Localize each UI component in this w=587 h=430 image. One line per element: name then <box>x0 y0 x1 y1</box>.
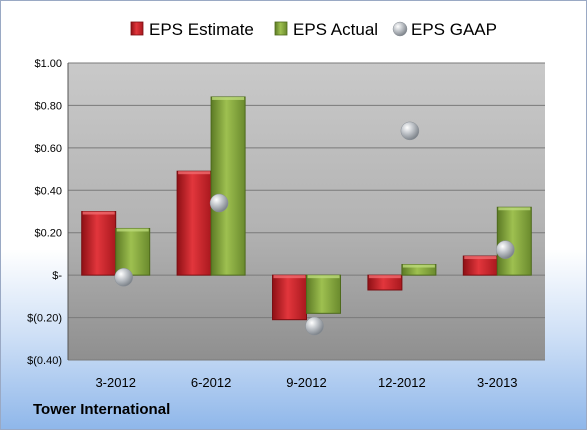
eps-estimate-bar-cap <box>368 275 401 279</box>
x-category-label: 3-2012 <box>95 375 135 390</box>
y-tick-label: $(0.40) <box>27 355 62 367</box>
eps-actual-bar-cap <box>498 207 531 211</box>
y-tick-label: $1.00 <box>34 58 62 70</box>
eps-estimate-bar <box>81 211 117 276</box>
eps-actual-bar <box>210 96 246 276</box>
x-category-label: 3-2013 <box>477 375 517 390</box>
legend-gaap-swatch <box>392 21 408 37</box>
eps-estimate-bar <box>176 170 212 276</box>
y-axis: $1.00 $0.80 $0.60 $0.40 $0.20 $- $(0.20) $(0.40… <box>27 58 69 367</box>
eps-actual-bar-cap <box>212 96 245 100</box>
eps-actual-bar-cap <box>116 228 149 232</box>
y-tick-label: $- <box>52 270 62 282</box>
eps-gaap-point <box>209 193 229 213</box>
x-category-label: 6-2012 <box>191 375 231 390</box>
eps-estimate-bar-cap <box>178 171 211 175</box>
eps-gaap-point <box>114 268 133 287</box>
legend-label: EPS Estimate <box>149 20 254 39</box>
legend-estimate-swatch <box>130 21 144 36</box>
company-name: Tower International <box>33 401 171 418</box>
legend-label: EPS Actual <box>293 20 378 39</box>
y-tick-label: $0.40 <box>34 185 62 197</box>
legend-actual-swatch <box>274 21 288 36</box>
y-tick-label: $0.20 <box>34 228 62 240</box>
eps-estimate-bar-cap <box>273 275 306 279</box>
legend: EPS Estimate EPS Actual EPS GAAP <box>130 20 497 39</box>
y-tick-label: $(0.20) <box>27 313 62 325</box>
x-category-label: 12-2012 <box>378 375 426 390</box>
eps-gaap-point <box>305 316 324 336</box>
legend-label: EPS GAAP <box>411 20 497 39</box>
eps-actual-bar-cap <box>402 264 435 268</box>
eps-gaap-point <box>400 121 420 141</box>
bars <box>81 96 532 321</box>
eps-actual-bar <box>115 227 151 276</box>
eps-actual-bar <box>306 274 341 314</box>
x-category-label: 9-2012 <box>286 375 326 390</box>
eps-actual-bar-cap <box>307 275 340 279</box>
eps-estimate-bar-cap <box>82 211 115 215</box>
eps-estimate-bar-cap <box>464 256 497 260</box>
y-tick-label: $0.80 <box>34 100 62 112</box>
y-tick-label: $0.60 <box>34 143 62 155</box>
gaap-points <box>114 121 515 336</box>
eps-gaap-point <box>496 240 515 259</box>
eps-estimate-bar <box>272 274 307 321</box>
x-axis: 3-2012 6-2012 9-2012 12-2012 3-2013 <box>95 375 517 390</box>
